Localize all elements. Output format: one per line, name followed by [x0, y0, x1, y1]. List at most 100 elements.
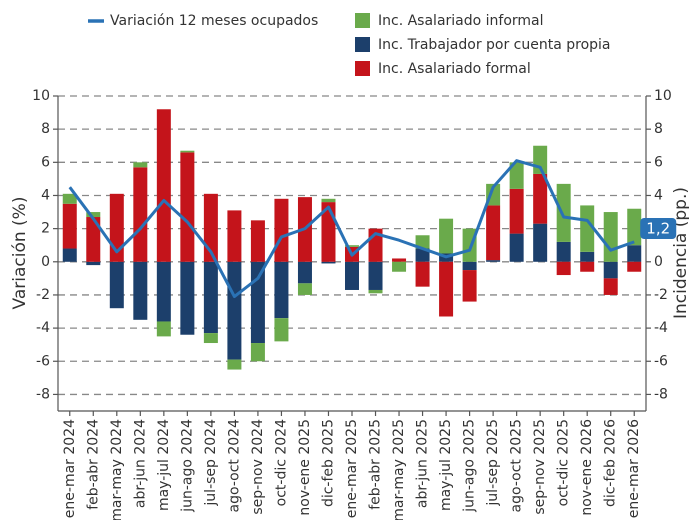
- y2-tick-label: -4: [654, 320, 668, 336]
- bar: [533, 223, 548, 262]
- x-tick-label: dic-feb 2026: [603, 419, 619, 507]
- bar: [180, 261, 195, 335]
- x-tick-label: ago-oct 2025: [509, 419, 525, 512]
- bar: [509, 233, 524, 262]
- x-tick-label: jun-ago 2025: [462, 419, 478, 513]
- x-tick-label: jul-sep 2025: [485, 419, 501, 507]
- bar: [462, 270, 477, 302]
- bar: [603, 212, 618, 262]
- bar: [156, 109, 171, 262]
- bar: [86, 261, 101, 266]
- bar: [86, 217, 101, 262]
- legend-label: Inc. Trabajador por cuenta propia: [378, 37, 611, 53]
- x-tick-label: oct-dic 2025: [556, 419, 572, 506]
- bar: [297, 283, 312, 295]
- bar: [415, 235, 430, 249]
- x-tick-label: oct-dic 2024: [273, 419, 289, 506]
- legend-label: Variación 12 meses ocupados: [110, 13, 318, 29]
- x-tick-label: ene-mar 2026: [626, 419, 642, 518]
- bar: [250, 220, 265, 262]
- y-tick-label: 6: [41, 154, 50, 170]
- bar: [627, 245, 642, 262]
- bar: [556, 183, 571, 242]
- x-tick-label: ago-oct 2024: [226, 419, 242, 513]
- y2-tick-label: -2: [654, 287, 668, 303]
- y2-tick-label: 0: [654, 254, 663, 270]
- bar: [109, 261, 124, 309]
- bar: [439, 218, 454, 254]
- bar: [133, 162, 148, 168]
- bar: [509, 188, 524, 234]
- bar: [274, 318, 289, 342]
- bar: [556, 261, 571, 276]
- x-tick-label: sep-nov 2025: [532, 419, 548, 515]
- bar: [62, 193, 77, 204]
- bar: [486, 205, 501, 261]
- bar: [580, 261, 595, 272]
- y-tick-label: 0: [41, 254, 50, 270]
- x-tick-label: jun-ago 2024: [179, 419, 195, 513]
- y-tick-label: 4: [41, 187, 50, 203]
- x-tick-label: jul-sep 2024: [203, 419, 219, 507]
- bar: [392, 258, 407, 262]
- bar: [392, 261, 407, 272]
- bar: [603, 261, 618, 279]
- x-tick-label: mar-may 2025: [391, 419, 407, 520]
- legend-swatch: [355, 13, 370, 28]
- bar: [227, 210, 242, 262]
- bar: [603, 278, 618, 295]
- bar: [321, 261, 336, 264]
- x-tick-label: nov-ene 2026: [579, 419, 595, 516]
- bar: [415, 248, 430, 262]
- y-tick-label: 8: [41, 121, 50, 137]
- bar: [203, 333, 218, 344]
- bar: [156, 321, 171, 337]
- bar: [133, 167, 148, 262]
- x-tick-label: may-jul 2025: [438, 419, 454, 511]
- bar: [345, 245, 359, 247]
- x-tick-label: dic-feb 2025: [320, 419, 336, 507]
- y-tick-label: -6: [36, 353, 50, 369]
- bar: [533, 173, 548, 224]
- y2-axis-label: Incidencia (pp.): [671, 187, 689, 319]
- x-tick-label: nov-ene 2025: [297, 419, 313, 516]
- y2-tick-label: -6: [654, 353, 668, 369]
- line: [68, 159, 635, 299]
- x-tick-label: ene-mar 2025: [344, 419, 360, 518]
- bar: [250, 343, 265, 362]
- bar: [556, 241, 571, 262]
- y2-tick-label: 6: [654, 154, 663, 170]
- bar: [321, 198, 336, 203]
- bar: [297, 261, 312, 284]
- bar: [439, 261, 454, 317]
- bar: [227, 359, 242, 370]
- value-label-box: [640, 218, 677, 239]
- bar: [203, 193, 218, 262]
- bar: [627, 261, 642, 272]
- y-tick-label: -4: [36, 320, 50, 336]
- x-tick-label: mar-may 2024: [109, 419, 125, 520]
- bar: [415, 261, 430, 287]
- bar: [274, 261, 289, 319]
- y2-tick-label: 8: [654, 121, 663, 137]
- bar: [580, 251, 595, 262]
- bar: [274, 198, 289, 262]
- bar: [203, 261, 218, 334]
- y-tick-label: 2: [41, 221, 50, 237]
- x-tick-label: sep-nov 2024: [250, 419, 266, 515]
- y-tick-label: -2: [36, 287, 50, 303]
- value-label: 1,2: [646, 220, 670, 238]
- bar: [368, 261, 383, 290]
- x-tick-label: abr-jun 2025: [415, 419, 431, 508]
- bar: [486, 260, 501, 262]
- x-tick-label: abr-jun 2024: [132, 419, 148, 508]
- bar: [462, 261, 477, 271]
- x-tick-label: feb-abr 2025: [368, 419, 384, 510]
- x-tick-label: feb-abr 2024: [85, 419, 101, 510]
- y-tick-label: 10: [32, 88, 50, 104]
- y-axis-label: Variación (%): [10, 197, 30, 310]
- bar: [627, 208, 642, 246]
- bar: [250, 261, 265, 344]
- bar: [180, 152, 195, 262]
